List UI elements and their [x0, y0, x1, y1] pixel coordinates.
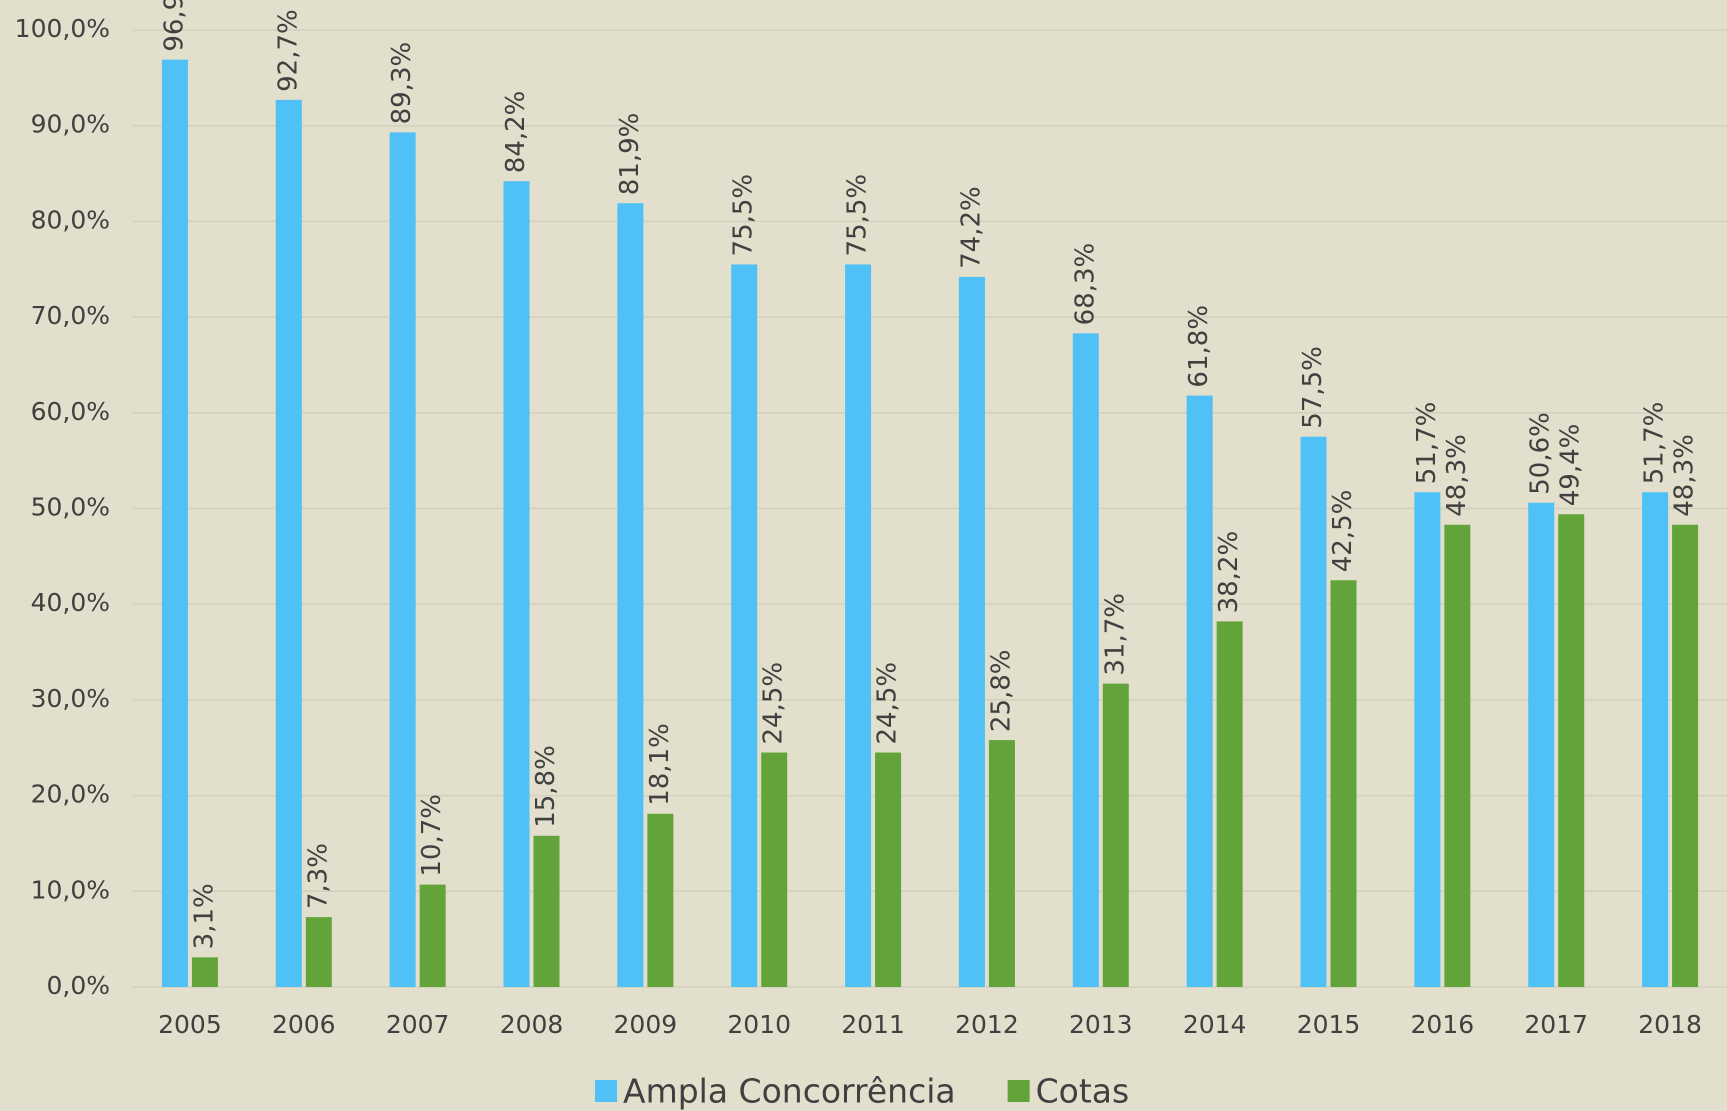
value-label: 25,8%: [986, 649, 1016, 732]
value-label: 51,7%: [1640, 402, 1670, 485]
x-tick-label: 2009: [614, 1010, 678, 1039]
x-tick-label: 2010: [727, 1010, 791, 1039]
value-label: 92,7%: [273, 9, 303, 92]
value-label: 75,5%: [729, 174, 759, 257]
y-tick-label: 30,0%: [31, 684, 110, 713]
y-tick-label: 80,0%: [31, 205, 110, 234]
value-label: 51,7%: [1412, 402, 1442, 485]
bar: [419, 884, 446, 987]
bar: [1330, 580, 1357, 987]
y-tick-label: 20,0%: [31, 780, 110, 809]
y-tick-label: 40,0%: [31, 588, 110, 617]
value-label: 7,3%: [303, 843, 333, 909]
value-label: 24,5%: [873, 662, 903, 745]
bar: [275, 99, 302, 987]
y-tick-label: 50,0%: [31, 493, 110, 522]
value-label: 81,9%: [615, 113, 645, 196]
x-tick-label: 2013: [1069, 1010, 1133, 1039]
x-tick-label: 2015: [1297, 1010, 1361, 1039]
bar: [503, 181, 530, 987]
value-label: 31,7%: [1100, 593, 1130, 676]
value-label: 18,1%: [645, 723, 675, 806]
y-tick-label: 60,0%: [31, 397, 110, 426]
x-tick-label: 2017: [1524, 1010, 1588, 1039]
bar: [761, 752, 788, 987]
y-tick-label: 10,0%: [31, 875, 110, 904]
bar: [161, 59, 188, 988]
value-label: 15,8%: [531, 745, 561, 828]
bar: [988, 740, 1015, 987]
y-tick-label: 70,0%: [31, 301, 110, 330]
value-label: 89,3%: [387, 42, 417, 125]
y-tick-label: 100,0%: [15, 14, 110, 43]
value-label: 75,5%: [843, 174, 873, 257]
value-label: 68,3%: [1070, 243, 1100, 326]
legend-swatch: [595, 1080, 617, 1102]
value-label: 74,2%: [956, 186, 986, 269]
bar: [647, 813, 674, 987]
x-tick-label: 2014: [1183, 1010, 1247, 1039]
value-label: 38,2%: [1214, 531, 1244, 614]
bar: [1216, 621, 1243, 987]
x-tick-label: 2018: [1638, 1010, 1702, 1039]
bar: [1072, 333, 1099, 987]
bar: [1642, 492, 1669, 987]
bar: [305, 917, 332, 987]
bar: [1186, 395, 1213, 988]
value-label: 24,5%: [759, 662, 789, 745]
bar: [845, 264, 872, 988]
bar: [958, 276, 985, 987]
bar: [617, 203, 644, 988]
x-tick-label: 2011: [841, 1010, 905, 1039]
y-tick-label: 0,0%: [46, 971, 110, 1000]
value-label: 61,8%: [1184, 305, 1214, 388]
bar: [1414, 492, 1441, 987]
y-tick-label: 90,0%: [31, 110, 110, 139]
bar: [731, 264, 758, 988]
value-label: 57,5%: [1298, 346, 1328, 429]
bar: [533, 835, 560, 987]
value-label: 10,7%: [417, 794, 447, 877]
bar: [1300, 436, 1327, 988]
x-tick-label: 2016: [1411, 1010, 1475, 1039]
bar: [1102, 683, 1129, 987]
bar: [1444, 524, 1471, 987]
value-label: 84,2%: [501, 91, 531, 174]
x-tick-label: 2012: [955, 1010, 1019, 1039]
x-tick-label: 2008: [500, 1010, 564, 1039]
bar: [1672, 524, 1699, 987]
value-label: 49,4%: [1556, 424, 1586, 507]
x-tick-label: 2006: [272, 1010, 336, 1039]
value-label: 42,5%: [1328, 490, 1358, 573]
value-label: 96,9%: [159, 0, 189, 52]
value-label: 50,6%: [1526, 412, 1556, 495]
legend-label: Ampla Concorrência: [623, 1072, 956, 1111]
value-label: 3,1%: [189, 883, 219, 949]
x-tick-label: 2007: [386, 1010, 450, 1039]
bar: [1558, 514, 1585, 987]
value-label: 48,3%: [1670, 434, 1700, 517]
bar: [191, 957, 218, 987]
bar: [389, 132, 416, 988]
x-tick-label: 2005: [158, 1010, 222, 1039]
value-label: 48,3%: [1442, 434, 1472, 517]
legend-label: Cotas: [1036, 1072, 1130, 1111]
legend-swatch: [1007, 1080, 1030, 1102]
bar: [875, 752, 902, 987]
bar: [1528, 502, 1555, 987]
